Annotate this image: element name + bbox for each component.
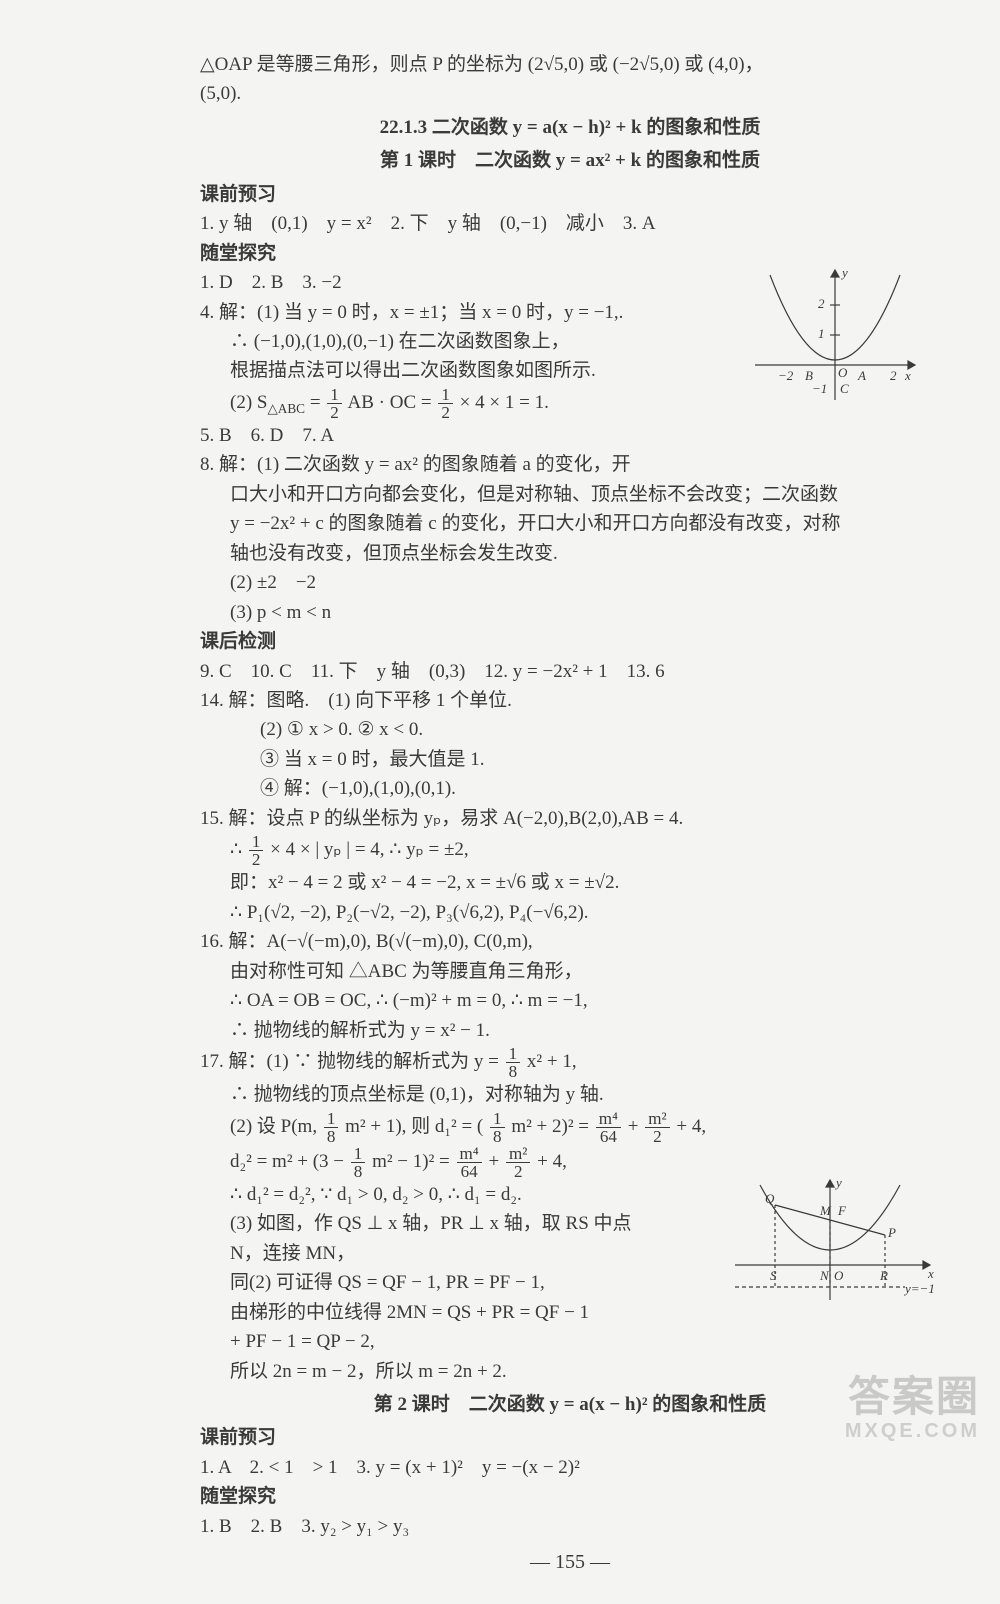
q4-end: × 4 × 1 = 1. — [460, 392, 549, 413]
intro-line-2: (5,0). — [200, 79, 940, 108]
q15-line-4: ∴ P₁(√2, −2), P₂(−√2, −2), P₃(√6,2), P₄(… — [200, 898, 940, 927]
frac-icon: 18 — [506, 1045, 521, 1080]
frac-icon: m⁴64 — [457, 1145, 482, 1180]
q17-4d: + 4, — [537, 1151, 567, 1172]
pre-line-1: 1. y 轴 (0,1) y = x² 2. 下 y 轴 (0,−1) 减小 3… — [200, 209, 940, 238]
svg-text:−2: −2 — [778, 368, 794, 383]
svg-text:N: N — [819, 1268, 830, 1283]
svg-text:y: y — [834, 1175, 842, 1190]
q16-line-4: ∴ 抛物线的解析式为 y = x² − 1. — [200, 1016, 940, 1045]
lesson1-title: 第 1 课时 二次函数 y = ax² + k 的图象和性质 — [200, 146, 940, 175]
q15-a: ∴ — [230, 839, 247, 860]
watermark: 答案圈 MXQE.COM — [845, 1374, 980, 1442]
svg-text:−1: −1 — [812, 381, 827, 396]
watermark-url: MXQE.COM — [845, 1420, 980, 1442]
inclass-label: 随堂探究 — [200, 239, 940, 268]
svg-text:y: y — [840, 265, 848, 280]
q16-line-3: ∴ OA = OB = OC, ∴ (−m)² + m = 0, ∴ m = −… — [200, 986, 940, 1015]
svg-text:2: 2 — [890, 368, 897, 383]
lesson2-title: 第 2 课时 二次函数 y = a(x − h)² 的图象和性质 — [200, 1390, 940, 1419]
q16-line-1: 16. 解：A(−√(−m),0), B(√(−m),0), C(0,m), — [200, 927, 940, 956]
q15-b: × 4 × | yₚ | = 4, ∴ yₚ = ±2, — [270, 839, 469, 860]
post-line-1: 9. C 10. C 11. 下 y 轴 (0,3) 12. y = −2x² … — [200, 657, 940, 686]
svg-text:A: A — [857, 368, 866, 383]
intro-line-1: △OAP 是等腰三角形，则点 P 的坐标为 (2√5,0) 或 (−2√5,0)… — [200, 50, 940, 79]
frac-icon: m²2 — [645, 1110, 669, 1145]
frac-icon: 12 — [249, 833, 264, 868]
svg-text:C: C — [840, 381, 849, 396]
q17-3d: + — [628, 1116, 643, 1137]
q17-1b: x² + 1, — [527, 1051, 577, 1072]
svg-text:S: S — [770, 1268, 777, 1283]
q17-4c: + — [489, 1151, 504, 1172]
preclass-label: 课前预习 — [200, 180, 940, 209]
q4-eq: = — [305, 392, 325, 413]
frac-icon: 12 — [438, 386, 453, 421]
preclass-label-2: 课前预习 — [200, 1423, 940, 1452]
frac-icon: m²2 — [506, 1145, 530, 1180]
q14-line-3: ③ 当 x = 0 时，最大值是 1. — [200, 745, 940, 774]
frac-icon: 18 — [351, 1145, 366, 1180]
page-number: — 155 — — [200, 1551, 940, 1574]
frac-icon: m⁴64 — [596, 1110, 621, 1145]
q17-4b: m² − 1)² = — [372, 1151, 454, 1172]
q15-line-3: 即：x² − 4 = 2 或 x² − 4 = −2, x = ±√6 或 x … — [200, 868, 940, 897]
q17-4a: d₂² = m² + (3 − — [230, 1151, 349, 1172]
svg-text:Q: Q — [765, 1191, 775, 1206]
q17-line-3: (2) 设 P(m, 18 m² + 1), 则 d₁² = ( 18 m² +… — [200, 1110, 940, 1145]
graph-parabola-2: x y Q M F P S N O R y=−1 — [730, 1175, 940, 1305]
watermark-text: 答案圈 — [845, 1374, 980, 1420]
pre2-line-1: 1. A 2. < 1 > 1 3. y = (x + 1)² y = −(x … — [200, 1453, 940, 1482]
q8-line-1: 8. 解：(1) 二次函数 y = ax² 的图象随着 a 的变化，开 — [200, 450, 940, 479]
q17-3c: m² + 2)² = — [511, 1116, 593, 1137]
frac-icon: 18 — [490, 1110, 505, 1145]
svg-text:x: x — [927, 1266, 934, 1281]
q14-line-4: ④ 解：(−1,0),(1,0),(0,1). — [200, 774, 940, 803]
svg-text:O: O — [834, 1268, 844, 1283]
q17-3b: m² + 1), 则 d₁² = ( — [345, 1116, 483, 1137]
svg-text:F: F — [837, 1203, 847, 1218]
svg-text:M: M — [819, 1203, 832, 1218]
postclass-label: 课后检测 — [200, 627, 940, 656]
q17-3a: (2) 设 P(m, — [230, 1116, 322, 1137]
q4-sub: △ABC — [267, 401, 305, 416]
q4-mid: AB · OC = — [348, 392, 437, 413]
q14-line-2: (2) ① x > 0. ② x < 0. — [200, 715, 940, 744]
svg-text:R: R — [879, 1268, 888, 1283]
ic2-line-1: 1. B 2. B 3. y₂ > y₁ > y₃ — [200, 1512, 940, 1541]
frac-icon: 18 — [324, 1110, 339, 1145]
q8-line-6: (3) p < m < n — [200, 598, 940, 627]
inclass-label-2: 随堂探究 — [200, 1482, 940, 1511]
q14-line-1: 14. 解：图略. (1) 向下平移 1 个单位. — [200, 686, 940, 715]
q8-line-4: 轴也没有改变，但顶点坐标会发生改变. — [200, 539, 940, 568]
q16-line-2: 由对称性可知 △ABC 为等腰直角三角形， — [200, 957, 940, 986]
section-2213-title: 22.1.3 二次函数 y = a(x − h)² + k 的图象和性质 — [200, 113, 940, 142]
graph-parabola-1: x y O −2 B A 2 1 2 −1 C — [750, 265, 920, 405]
q8-line-3: y = −2x² + c 的图象随着 c 的变化，开口大小和开口方向都没有改变，… — [200, 509, 940, 538]
q17-line-2: ∴ 抛物线的顶点坐标是 (0,1)，对称轴为 y 轴. — [200, 1080, 940, 1109]
q4-s: (2) S — [230, 392, 267, 413]
q15-line-2: ∴ 12 × 4 × | yₚ | = 4, ∴ yₚ = ±2, — [200, 833, 940, 868]
q17-line-11: 所以 2n = m − 2，所以 m = 2n + 2. — [200, 1357, 940, 1386]
svg-text:y=−1: y=−1 — [903, 1281, 935, 1296]
q8-line-2: 口大小和开口方向都会变化，但是对称轴、顶点坐标不会改变；二次函数 — [200, 480, 940, 509]
svg-text:1: 1 — [818, 326, 825, 341]
q17-line-1: 17. 解：(1) ∵ 抛物线的解析式为 y = 18 x² + 1, — [200, 1045, 940, 1080]
q15-line-1: 15. 解：设点 P 的纵坐标为 yₚ，易求 A(−2,0),B(2,0),AB… — [200, 804, 940, 833]
q8-line-5: (2) ±2 −2 — [200, 568, 940, 597]
frac-icon: 12 — [327, 386, 342, 421]
svg-text:2: 2 — [818, 296, 825, 311]
inclass-line-5: 5. B 6. D 7. A — [200, 421, 940, 450]
svg-text:P: P — [887, 1225, 896, 1240]
q17-line-10: + PF − 1 = QP − 2, — [200, 1327, 940, 1356]
q17-3e: + 4, — [676, 1116, 706, 1137]
svg-text:O: O — [838, 365, 848, 380]
svg-text:x: x — [904, 368, 911, 383]
q17-1a: 17. 解：(1) ∵ 抛物线的解析式为 y = — [200, 1051, 504, 1072]
